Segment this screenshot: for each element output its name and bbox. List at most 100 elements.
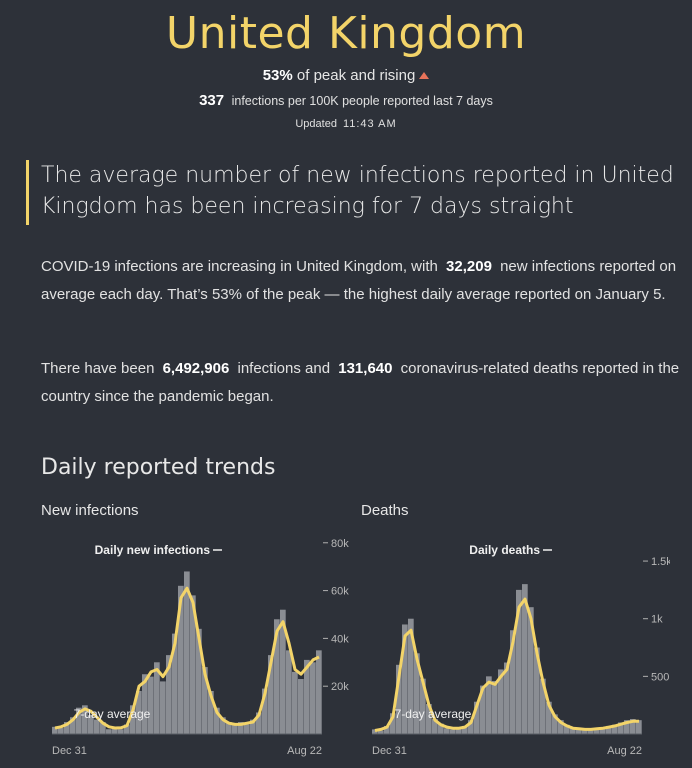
daily-bar — [274, 619, 280, 734]
daily-bar — [214, 707, 220, 734]
headline-summary: The average number of new infections rep… — [26, 160, 681, 225]
daily-bar — [262, 688, 268, 734]
daily-bar — [474, 701, 480, 734]
daily-bar — [184, 571, 190, 734]
daily-bar — [244, 724, 250, 734]
daily-bar — [384, 725, 390, 734]
daily-bar — [142, 674, 148, 734]
daily-bar — [94, 719, 100, 734]
summary-text: coronavirus-related deaths reported in t… — [41, 360, 680, 405]
daily-bar — [528, 607, 534, 734]
y-tick-label: 40k — [331, 633, 349, 645]
updated-timestamp: Updated 11:43 AM — [0, 118, 692, 130]
daily-bar — [540, 678, 546, 734]
daily-bar — [420, 678, 426, 734]
daily-bar — [256, 712, 262, 734]
y-tick-label: 500 — [651, 671, 669, 683]
deaths-chart-label: Deaths — [361, 502, 409, 519]
daily-bar — [612, 724, 618, 734]
daily-bar — [124, 724, 130, 734]
daily-bar — [226, 722, 232, 734]
daily-bar — [208, 690, 214, 734]
peak-status: 53% of peak and rising — [0, 67, 692, 84]
daily-bar — [582, 729, 588, 734]
daily-bar — [570, 727, 576, 734]
daily-bar — [166, 655, 172, 734]
daily-bar — [316, 650, 322, 734]
daily-bar — [310, 662, 316, 734]
daily-bar — [498, 669, 504, 734]
total-deaths-value: 131,640 — [338, 360, 393, 377]
daily-bar — [534, 647, 540, 734]
seven-day-average-line — [54, 586, 320, 730]
daily-bar — [630, 719, 636, 734]
daily-bar — [100, 722, 106, 734]
x-end-label: Aug 22 — [287, 745, 322, 757]
y-tick-label: 1k — [651, 614, 663, 626]
daily-bar — [432, 719, 438, 734]
daily-bar — [486, 676, 492, 734]
updated-label: Updated — [295, 118, 337, 130]
daily-bar — [220, 717, 226, 734]
daily-bar — [402, 624, 408, 734]
daily-bar — [468, 720, 474, 734]
daily-bar — [172, 633, 178, 734]
daily-bar — [444, 728, 450, 734]
daily-bar — [624, 720, 630, 734]
daily-bar — [154, 662, 160, 734]
daily-bar — [450, 729, 456, 734]
daily-bar — [292, 671, 298, 734]
per-100k-text: infections per 100K people reported last… — [231, 94, 493, 108]
summary-paragraph-2: There have been 6,492,906 infections and… — [41, 355, 681, 411]
daily-bar — [202, 667, 208, 734]
per-100k-stat: 337 infections per 100K people reported … — [0, 92, 692, 109]
infections-chart: 20k 40k 60k 80k Dec 31 Aug 22 Daily new infect… — [52, 538, 349, 757]
daily-bar — [492, 680, 498, 734]
y-tick-label: 60k — [331, 586, 349, 598]
daily-bar — [576, 728, 582, 734]
daily-bar — [414, 653, 420, 734]
average-label: 7-day average — [395, 707, 472, 721]
daily-bar — [564, 724, 570, 734]
page-title: United Kingdom — [165, 8, 527, 59]
total-infections-value: 6,492,906 — [162, 360, 230, 377]
daily-bar — [76, 707, 82, 734]
y-tick-label: 1.5k — [651, 556, 670, 568]
summary-paragraph-1: COVID-19 infections are increasing in Un… — [41, 253, 681, 309]
daily-bar — [558, 720, 564, 734]
daily-bar — [250, 719, 256, 734]
x-end-label: Aug 22 — [607, 745, 642, 757]
daily-bar — [64, 722, 70, 734]
daily-bar — [456, 727, 462, 734]
daily-bar — [378, 730, 384, 734]
y-tick-label: 80k — [331, 538, 349, 550]
daily-bar — [82, 705, 88, 734]
peak-text: of peak and rising — [296, 67, 416, 84]
daily-bar — [438, 723, 444, 734]
daily-bar — [606, 725, 612, 734]
daily-bar — [196, 628, 202, 734]
daily-bar — [58, 728, 64, 734]
daily-bar — [286, 650, 292, 734]
per-100k-value: 337 — [199, 92, 225, 109]
daily-bar — [88, 714, 94, 734]
daily-average-value: 32,209 — [446, 258, 492, 275]
deaths-chart: 500 1k 1.5k Dec 31 Aug 22 Daily deaths 7-day a… — [372, 543, 670, 757]
average-label: 7-day average — [74, 707, 151, 721]
daily-bars — [52, 571, 322, 734]
daily-bar — [160, 681, 166, 734]
daily-bar — [390, 713, 396, 734]
daily-bar — [426, 704, 432, 734]
series-label: Daily new infections — [95, 543, 211, 557]
daily-bar — [232, 724, 238, 734]
daily-bar — [190, 595, 196, 734]
daily-bar — [462, 725, 468, 734]
summary-text: COVID-19 infections are increasing in Un… — [41, 258, 438, 275]
daily-bar — [136, 690, 142, 734]
summary-text: There have been — [41, 360, 155, 377]
seven-day-average-line — [374, 597, 639, 732]
daily-bar — [510, 630, 516, 734]
daily-bar — [594, 728, 600, 734]
section-title: Daily reported trends — [41, 455, 276, 480]
daily-bar — [588, 728, 594, 734]
